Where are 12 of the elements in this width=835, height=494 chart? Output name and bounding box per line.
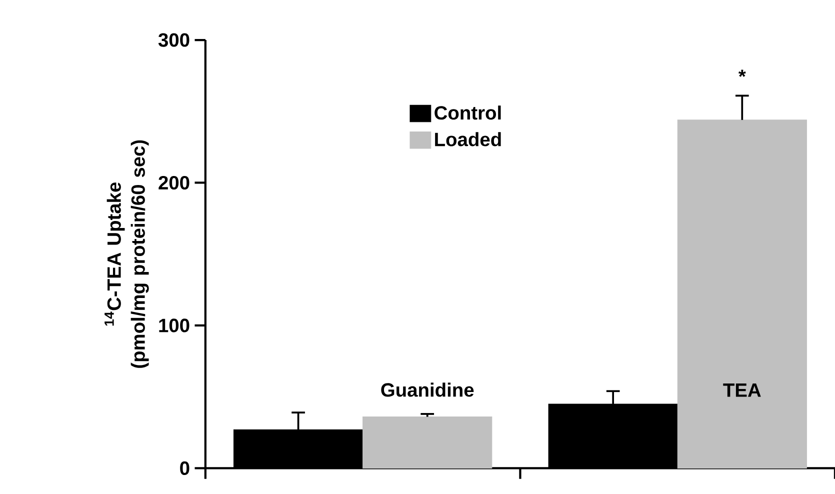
- bar: [677, 120, 807, 469]
- x-tick-label: Guanidine: [381, 382, 474, 398]
- annotation: *: [738, 70, 746, 78]
- y-tick-label: 200: [158, 176, 190, 190]
- y-tick-label: 0: [180, 462, 190, 476]
- y-tick-label: 300: [158, 33, 190, 48]
- y-tick-label: 100: [159, 318, 190, 332]
- legend-label: Control: [434, 106, 501, 120]
- legend-label: Loaded: [435, 132, 501, 146]
- y-axis-title: $^{14}$C-TEA Uptake (pmol/mg protein/60 sec): [104, 140, 149, 368]
- x-tick-label: TEA: [723, 384, 761, 398]
- bar: [362, 416, 492, 469]
